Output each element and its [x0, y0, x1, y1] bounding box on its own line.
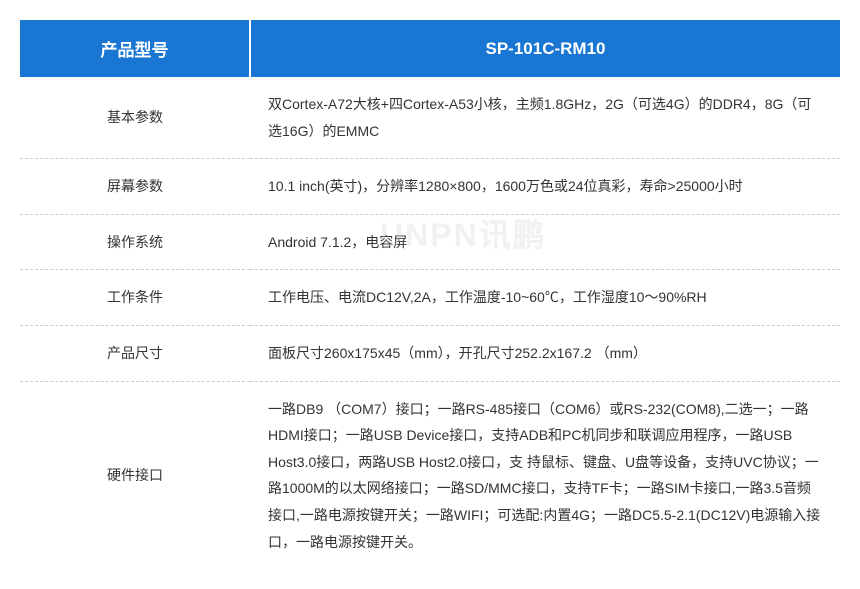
table-header-row: 产品型号 SP-101C-RM10: [20, 20, 840, 77]
spec-label: 基本参数: [20, 77, 250, 159]
spec-value: 一路DB9 （COM7）接口；一路RS-485接口（COM6）或RS-232(C…: [250, 381, 840, 569]
spec-value: 双Cortex-A72大核+四Cortex-A53小核，主频1.8GHz，2G（…: [250, 77, 840, 159]
spec-value: 10.1 inch(英寸)，分辨率1280×800，1600万色或24位真彩，寿…: [250, 159, 840, 215]
table-row: 工作条件 工作电压、电流DC12V,2A，工作温度-10~60℃，工作湿度10～…: [20, 270, 840, 326]
table-row: 屏幕参数 10.1 inch(英寸)，分辨率1280×800，1600万色或24…: [20, 159, 840, 215]
spec-label: 硬件接口: [20, 381, 250, 569]
header-label-column: 产品型号: [20, 20, 250, 77]
table-row: 产品尺寸 面板尺寸260x175x45（mm），开孔尺寸252.2x167.2 …: [20, 325, 840, 381]
table-row: 硬件接口 一路DB9 （COM7）接口；一路RS-485接口（COM6）或RS-…: [20, 381, 840, 569]
spec-label: 产品尺寸: [20, 325, 250, 381]
spec-label: 工作条件: [20, 270, 250, 326]
table-row: 基本参数 双Cortex-A72大核+四Cortex-A53小核，主频1.8GH…: [20, 77, 840, 159]
spec-value: 工作电压、电流DC12V,2A，工作温度-10~60℃，工作湿度10～90%RH: [250, 270, 840, 326]
spec-value: 面板尺寸260x175x45（mm），开孔尺寸252.2x167.2 （mm）: [250, 325, 840, 381]
product-spec-table: 产品型号 SP-101C-RM10 基本参数 双Cortex-A72大核+四Co…: [20, 20, 840, 569]
spec-label: 屏幕参数: [20, 159, 250, 215]
spec-value: Android 7.1.2，电容屏: [250, 214, 840, 270]
spec-label: 操作系统: [20, 214, 250, 270]
table-body: 基本参数 双Cortex-A72大核+四Cortex-A53小核，主频1.8GH…: [20, 77, 840, 569]
header-value-column: SP-101C-RM10: [250, 20, 840, 77]
table-row: 操作系统 Android 7.1.2，电容屏: [20, 214, 840, 270]
